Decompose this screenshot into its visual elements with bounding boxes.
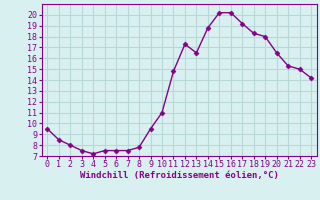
X-axis label: Windchill (Refroidissement éolien,°C): Windchill (Refroidissement éolien,°C)	[80, 171, 279, 180]
